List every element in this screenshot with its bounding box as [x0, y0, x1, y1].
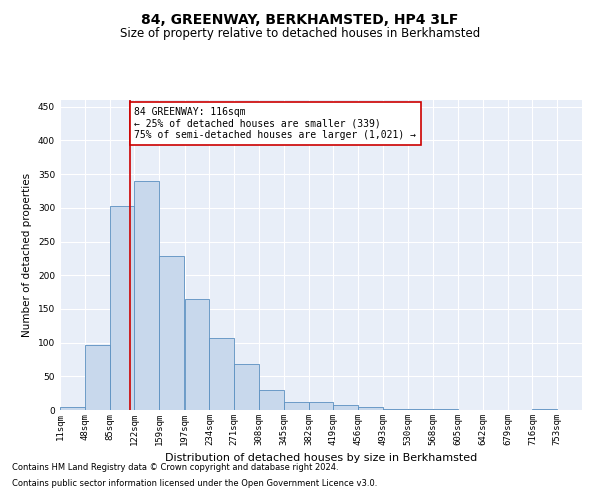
Bar — [60, 406, 85, 410]
Bar — [433, 408, 458, 410]
Bar — [85, 344, 110, 410]
Bar — [284, 402, 308, 410]
Bar — [334, 404, 358, 410]
Bar — [209, 338, 234, 410]
Bar — [134, 181, 159, 410]
Text: 84, GREENWAY, BERKHAMSTED, HP4 3LF: 84, GREENWAY, BERKHAMSTED, HP4 3LF — [142, 12, 458, 26]
X-axis label: Distribution of detached houses by size in Berkhamsted: Distribution of detached houses by size … — [165, 454, 477, 464]
Text: Size of property relative to detached houses in Berkhamsted: Size of property relative to detached ho… — [120, 28, 480, 40]
Bar — [234, 364, 259, 410]
Bar — [358, 406, 383, 410]
Bar — [308, 402, 334, 410]
Text: Contains HM Land Registry data © Crown copyright and database right 2024.: Contains HM Land Registry data © Crown c… — [12, 464, 338, 472]
Bar — [532, 408, 557, 410]
Bar — [185, 299, 209, 410]
Bar — [383, 408, 408, 410]
Bar — [408, 408, 433, 410]
Bar — [159, 256, 184, 410]
Text: 84 GREENWAY: 116sqm
← 25% of detached houses are smaller (339)
75% of semi-detac: 84 GREENWAY: 116sqm ← 25% of detached ho… — [134, 106, 416, 140]
Y-axis label: Number of detached properties: Number of detached properties — [22, 173, 32, 337]
Bar — [259, 390, 284, 410]
Text: Contains public sector information licensed under the Open Government Licence v3: Contains public sector information licen… — [12, 478, 377, 488]
Bar — [110, 206, 134, 410]
